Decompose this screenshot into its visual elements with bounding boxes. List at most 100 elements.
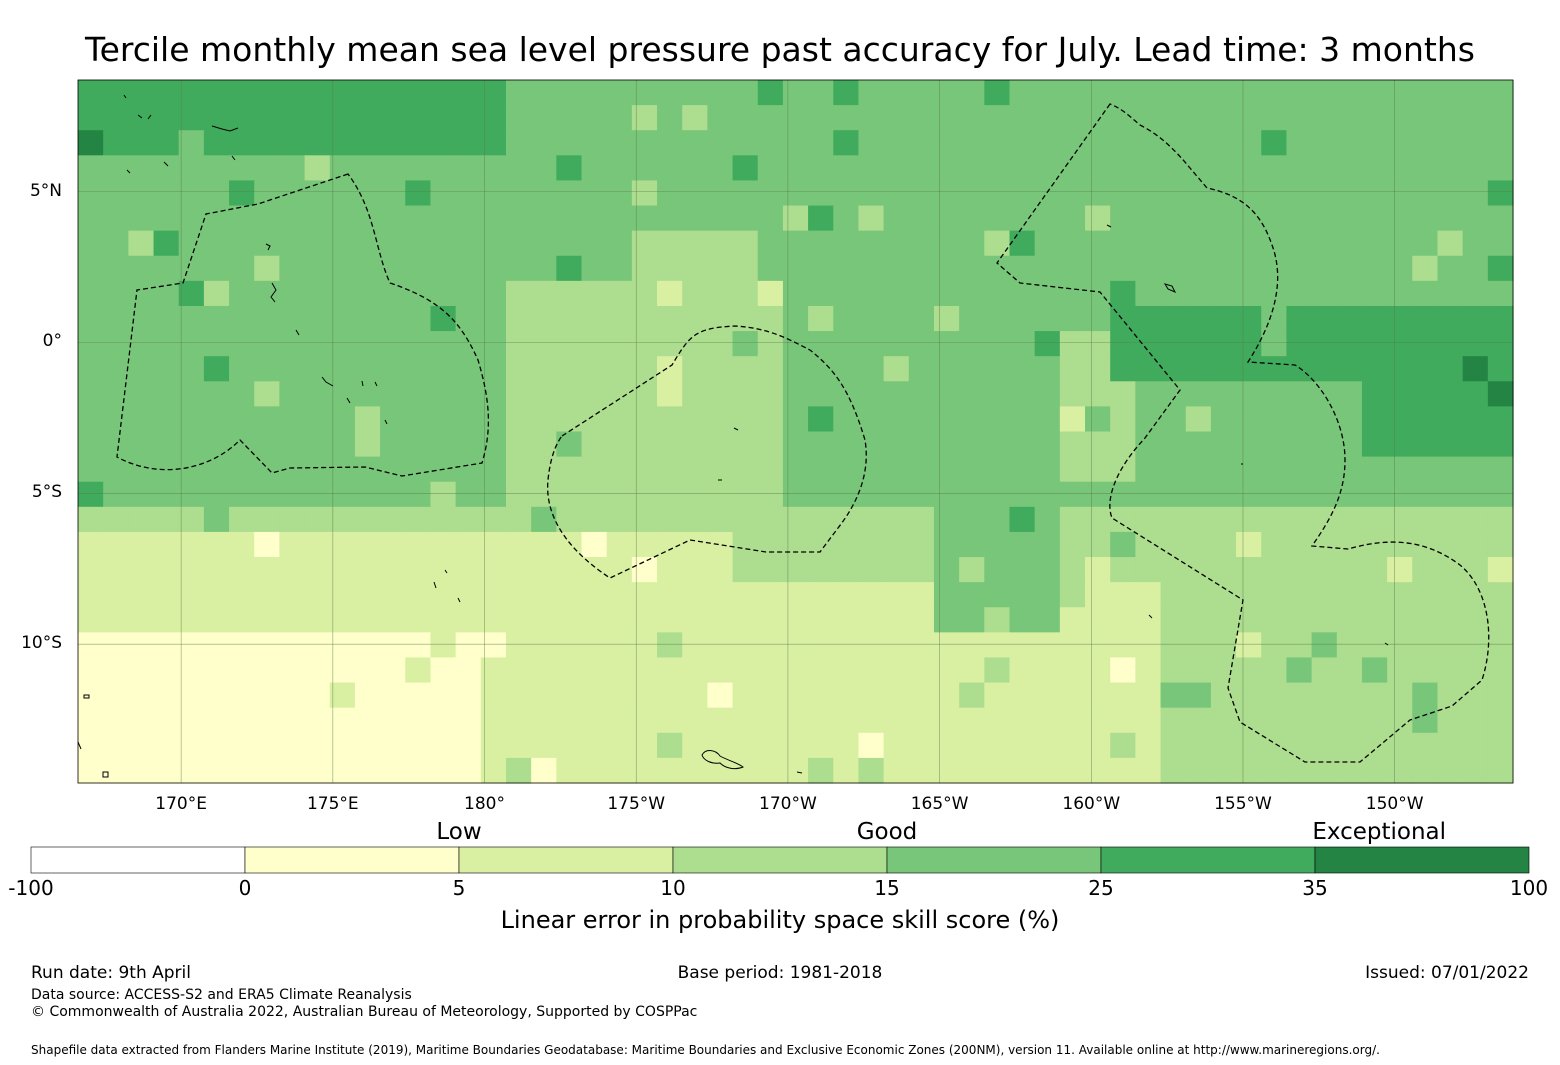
skill-cell xyxy=(1487,757,1514,784)
skill-cell xyxy=(883,305,910,332)
skill-cell xyxy=(279,732,306,759)
skill-cell xyxy=(1412,280,1439,307)
skill-cell xyxy=(732,456,759,483)
skill-cell xyxy=(1361,230,1388,257)
skill-cell xyxy=(254,255,281,282)
skill-cell xyxy=(1286,155,1313,182)
skill-cell xyxy=(1462,155,1489,182)
skill-cell xyxy=(430,180,457,207)
skill-cell xyxy=(1462,456,1489,483)
skill-cell xyxy=(1412,506,1439,533)
skill-cell xyxy=(1286,657,1313,684)
skill-cell xyxy=(405,506,432,533)
skill-cell xyxy=(933,381,960,407)
skill-cell xyxy=(1185,607,1212,633)
skill-cell xyxy=(430,155,457,182)
skill-cell xyxy=(254,757,281,784)
skill-cell xyxy=(254,481,281,508)
skill-cell xyxy=(1336,732,1363,759)
skill-cell xyxy=(808,105,834,131)
skill-cell xyxy=(279,331,306,357)
skill-cell xyxy=(908,557,935,583)
skill-cell xyxy=(1135,607,1162,633)
skill-cell xyxy=(1210,531,1237,558)
skill-cell xyxy=(203,331,230,357)
skill-cell xyxy=(480,557,507,583)
skill-cell xyxy=(984,180,1011,207)
skill-cell xyxy=(178,105,205,131)
skill-cell xyxy=(933,607,960,633)
skill-cell xyxy=(1286,406,1313,433)
skill-cell xyxy=(78,305,104,332)
skill-cell xyxy=(128,757,155,784)
skill-cell xyxy=(1210,280,1237,307)
skill-cell xyxy=(908,130,935,156)
skill-cell xyxy=(405,582,432,608)
skill-cell xyxy=(883,732,910,759)
skill-cell xyxy=(153,732,180,759)
skill-cell xyxy=(732,280,759,307)
skill-cell xyxy=(1412,356,1439,382)
skill-cell xyxy=(1387,406,1413,433)
skill-cell xyxy=(380,757,406,784)
skill-cell xyxy=(631,506,658,533)
skill-cell xyxy=(153,607,180,633)
skill-cell xyxy=(808,155,834,182)
skill-cell xyxy=(1462,682,1489,709)
skill-cell xyxy=(304,280,331,307)
skill-cell xyxy=(782,682,809,709)
skill-cell xyxy=(631,481,658,508)
skill-cell xyxy=(1185,381,1212,407)
tarawa-atoll xyxy=(211,125,239,132)
skill-cell xyxy=(858,707,885,734)
skill-cell xyxy=(933,632,960,659)
skill-cell xyxy=(279,582,306,608)
skill-cell xyxy=(480,682,507,709)
colorbar-segment xyxy=(30,846,246,874)
skill-cell xyxy=(1034,130,1061,156)
skill-cell xyxy=(1085,305,1111,332)
skill-cell xyxy=(657,356,683,382)
skill-cell xyxy=(405,531,432,558)
skill-cell xyxy=(354,305,381,332)
skill-cell xyxy=(505,280,532,307)
skill-cell xyxy=(1236,632,1262,659)
skill-cell xyxy=(732,230,759,257)
skill-cell xyxy=(229,657,255,684)
skill-cell xyxy=(1085,155,1111,182)
skill-cell xyxy=(1059,657,1086,684)
skill-cell xyxy=(1311,481,1338,508)
palmyra-atoll xyxy=(1106,224,1112,228)
skill-cell xyxy=(908,230,935,257)
skill-cell xyxy=(254,331,281,357)
skill-cell xyxy=(1387,180,1413,207)
skill-cell xyxy=(430,381,457,407)
skill-cell xyxy=(505,682,532,709)
skill-cell xyxy=(631,682,658,709)
longitude-tick-label: 155°W xyxy=(1214,794,1272,814)
skill-cell xyxy=(153,456,180,483)
skill-cell xyxy=(505,305,532,332)
skill-cell xyxy=(782,381,809,407)
skill-cell xyxy=(1311,255,1338,282)
skill-cell xyxy=(808,456,834,483)
skill-cell xyxy=(229,732,255,759)
skill-cell xyxy=(1286,481,1313,508)
skill-cell xyxy=(531,506,557,533)
skill-cell xyxy=(380,130,406,156)
skill-cell xyxy=(505,607,532,633)
skill-cell xyxy=(531,582,557,608)
skill-cell xyxy=(329,205,356,232)
skill-cell xyxy=(682,105,708,131)
skill-cell xyxy=(1361,657,1388,684)
skill-cell xyxy=(707,180,734,207)
skill-cell xyxy=(908,506,935,533)
skill-cell xyxy=(1110,707,1136,734)
skill-cell xyxy=(304,757,331,784)
skill-cell xyxy=(707,557,734,583)
skill-cell xyxy=(1261,481,1288,508)
skill-cell xyxy=(933,255,960,282)
longitude-tick-label: 150°W xyxy=(1365,794,1424,814)
skill-cell xyxy=(984,582,1011,608)
